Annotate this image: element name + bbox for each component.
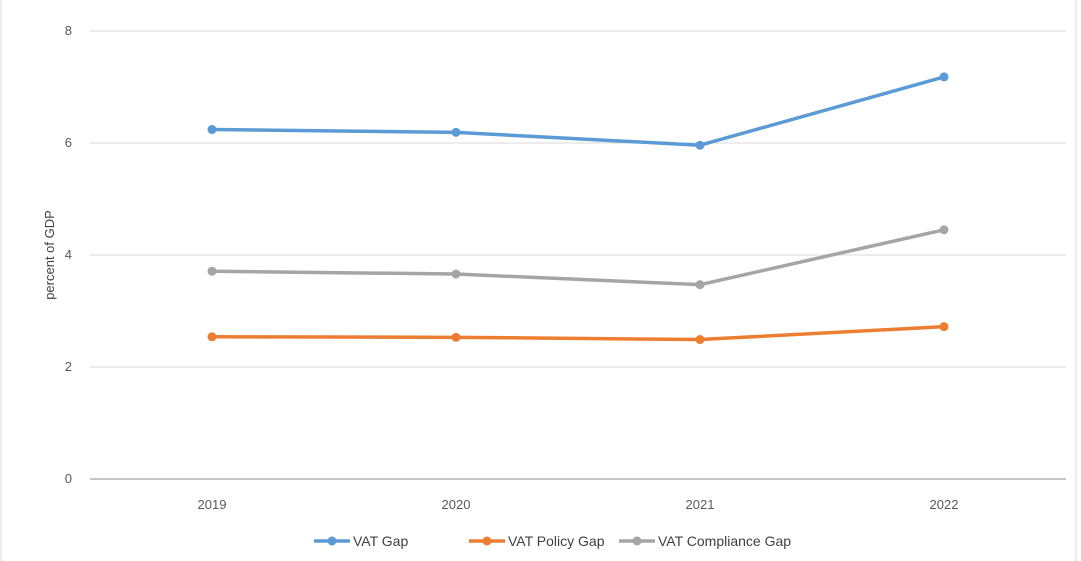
data-point[interactable]	[695, 280, 705, 290]
gridlines	[90, 30, 1066, 480]
data-point[interactable]	[939, 322, 949, 332]
x-tick-label: 2022	[930, 497, 959, 512]
data-point[interactable]	[207, 266, 217, 276]
x-tick-label: 2020	[442, 497, 471, 512]
data-point[interactable]	[695, 335, 705, 345]
data-point[interactable]	[451, 269, 461, 279]
data-point[interactable]	[939, 225, 949, 235]
data-point[interactable]	[207, 125, 217, 135]
data-point[interactable]	[451, 127, 461, 137]
x-tick-labels: 2019 2020 2021 2022	[198, 497, 959, 512]
legend-swatch-marker	[632, 536, 642, 546]
y-axis-title: percent of GDP	[42, 210, 57, 300]
data-point[interactable]	[451, 332, 461, 342]
y-tick-label: 8	[65, 23, 72, 38]
legend-swatch-marker	[482, 536, 492, 546]
legend-swatch-marker	[327, 536, 337, 546]
y-tick-labels: 0 2 4 6 8	[65, 23, 72, 486]
y-tick-label: 4	[65, 247, 72, 262]
y-tick-label: 0	[65, 471, 72, 486]
series-1	[207, 322, 949, 345]
legend-label: VAT Gap	[353, 533, 408, 549]
series-line	[210, 324, 946, 342]
series-0	[207, 72, 949, 150]
series-lines	[207, 72, 949, 345]
data-point[interactable]	[939, 72, 949, 82]
legend: VAT Gap VAT Policy Gap VAT Compliance Gap	[314, 533, 791, 549]
series-2	[207, 225, 949, 290]
legend-item[interactable]: VAT Policy Gap	[469, 533, 605, 549]
legend-item[interactable]: VAT Gap	[314, 533, 408, 549]
data-point[interactable]	[207, 332, 217, 342]
x-tick-label: 2021	[686, 497, 715, 512]
y-tick-label: 2	[65, 359, 72, 374]
legend-item[interactable]: VAT Compliance Gap	[619, 533, 791, 549]
series-line	[210, 228, 946, 287]
x-tick-label: 2019	[198, 497, 227, 512]
legend-label: VAT Compliance Gap	[658, 533, 791, 549]
data-point[interactable]	[695, 140, 705, 150]
series-line	[210, 75, 946, 147]
y-tick-label: 6	[65, 135, 72, 150]
legend-label: VAT Policy Gap	[508, 533, 605, 549]
